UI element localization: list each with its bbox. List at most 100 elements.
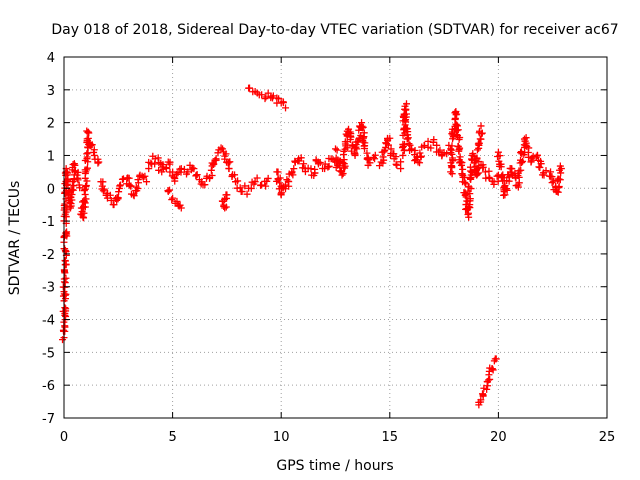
data-point <box>62 305 70 313</box>
data-point <box>433 141 441 149</box>
data-point <box>478 129 486 137</box>
data-point <box>171 174 179 182</box>
data-point <box>555 175 563 183</box>
data-point <box>479 163 487 171</box>
data-point <box>477 398 485 406</box>
data-point <box>492 355 500 363</box>
data-point <box>151 160 159 168</box>
data-point <box>61 279 69 287</box>
data-point <box>61 304 69 312</box>
data-point <box>110 201 118 209</box>
data-point <box>421 142 429 150</box>
data-point <box>548 173 556 181</box>
data-point <box>70 182 78 190</box>
data-point <box>515 167 523 175</box>
data-point <box>73 174 81 182</box>
data-point <box>498 172 506 180</box>
data-point <box>402 106 410 114</box>
data-point <box>448 142 456 150</box>
data-point <box>503 186 511 194</box>
data-point <box>502 185 510 193</box>
data-point <box>359 138 367 146</box>
data-point <box>417 152 425 160</box>
data-point <box>424 137 432 145</box>
data-point <box>393 161 401 169</box>
data-point <box>554 188 562 196</box>
data-point <box>83 164 91 172</box>
data-point <box>519 157 527 165</box>
data-point <box>166 186 174 194</box>
data-point <box>485 173 493 181</box>
data-point <box>253 174 261 182</box>
data-point <box>225 165 233 173</box>
data-point <box>62 171 70 179</box>
data-point <box>436 146 444 154</box>
data-point <box>127 182 135 190</box>
data-point <box>177 165 185 173</box>
data-point <box>338 171 346 179</box>
data-point <box>234 177 242 185</box>
data-point <box>451 109 459 117</box>
data-point <box>83 177 91 185</box>
data-point <box>486 375 494 383</box>
y-tick-label: 1 <box>47 149 55 164</box>
data-point <box>95 158 103 166</box>
data-point <box>332 145 339 153</box>
data-point <box>430 136 438 144</box>
data-point <box>223 191 231 199</box>
data-point <box>325 162 333 170</box>
data-point <box>384 141 392 149</box>
data-point <box>529 152 537 160</box>
data-point <box>224 159 232 167</box>
data-point <box>542 167 550 175</box>
data-point <box>518 159 526 167</box>
data-point <box>147 159 155 167</box>
data-point <box>61 291 69 299</box>
data-point <box>473 155 481 163</box>
data-point <box>124 174 132 182</box>
data-point <box>448 162 456 170</box>
data-point <box>474 140 482 148</box>
data-point <box>62 274 70 282</box>
data-point <box>456 144 464 152</box>
data-point <box>300 160 308 168</box>
plot-frame <box>63 56 608 419</box>
data-point <box>258 91 266 99</box>
data-point <box>114 194 122 202</box>
y-tick-label: 3 <box>47 84 55 99</box>
data-point <box>411 147 419 155</box>
data-point <box>241 182 249 190</box>
data-point <box>168 196 176 204</box>
data-point <box>282 104 290 112</box>
data-point <box>274 168 282 176</box>
data-point <box>212 156 220 164</box>
data-point <box>145 165 153 173</box>
data-point <box>61 311 69 319</box>
x-tick-label: 0 <box>60 430 68 445</box>
data-point <box>83 150 91 158</box>
data-point <box>515 173 523 181</box>
data-point <box>262 93 270 101</box>
data-point <box>479 390 487 398</box>
data-point <box>277 190 285 198</box>
data-point <box>59 336 67 344</box>
data-point <box>70 160 78 168</box>
data-point <box>207 166 215 174</box>
x-tick-label: 15 <box>382 430 399 445</box>
data-point <box>489 366 497 374</box>
data-point <box>371 151 379 159</box>
data-point <box>173 197 181 205</box>
data-point <box>94 159 102 167</box>
data-point <box>366 159 374 167</box>
data-point <box>427 144 435 152</box>
data-point <box>324 163 332 171</box>
data-point <box>458 158 466 166</box>
data-point <box>143 178 151 186</box>
data-point <box>392 160 400 168</box>
x-tick-label: 10 <box>273 430 290 445</box>
data-point <box>466 174 474 182</box>
data-point <box>453 110 461 118</box>
chart-title: Day 018 of 2018, Sidereal Day-to-day VTE… <box>51 22 618 38</box>
data-point <box>379 153 387 161</box>
